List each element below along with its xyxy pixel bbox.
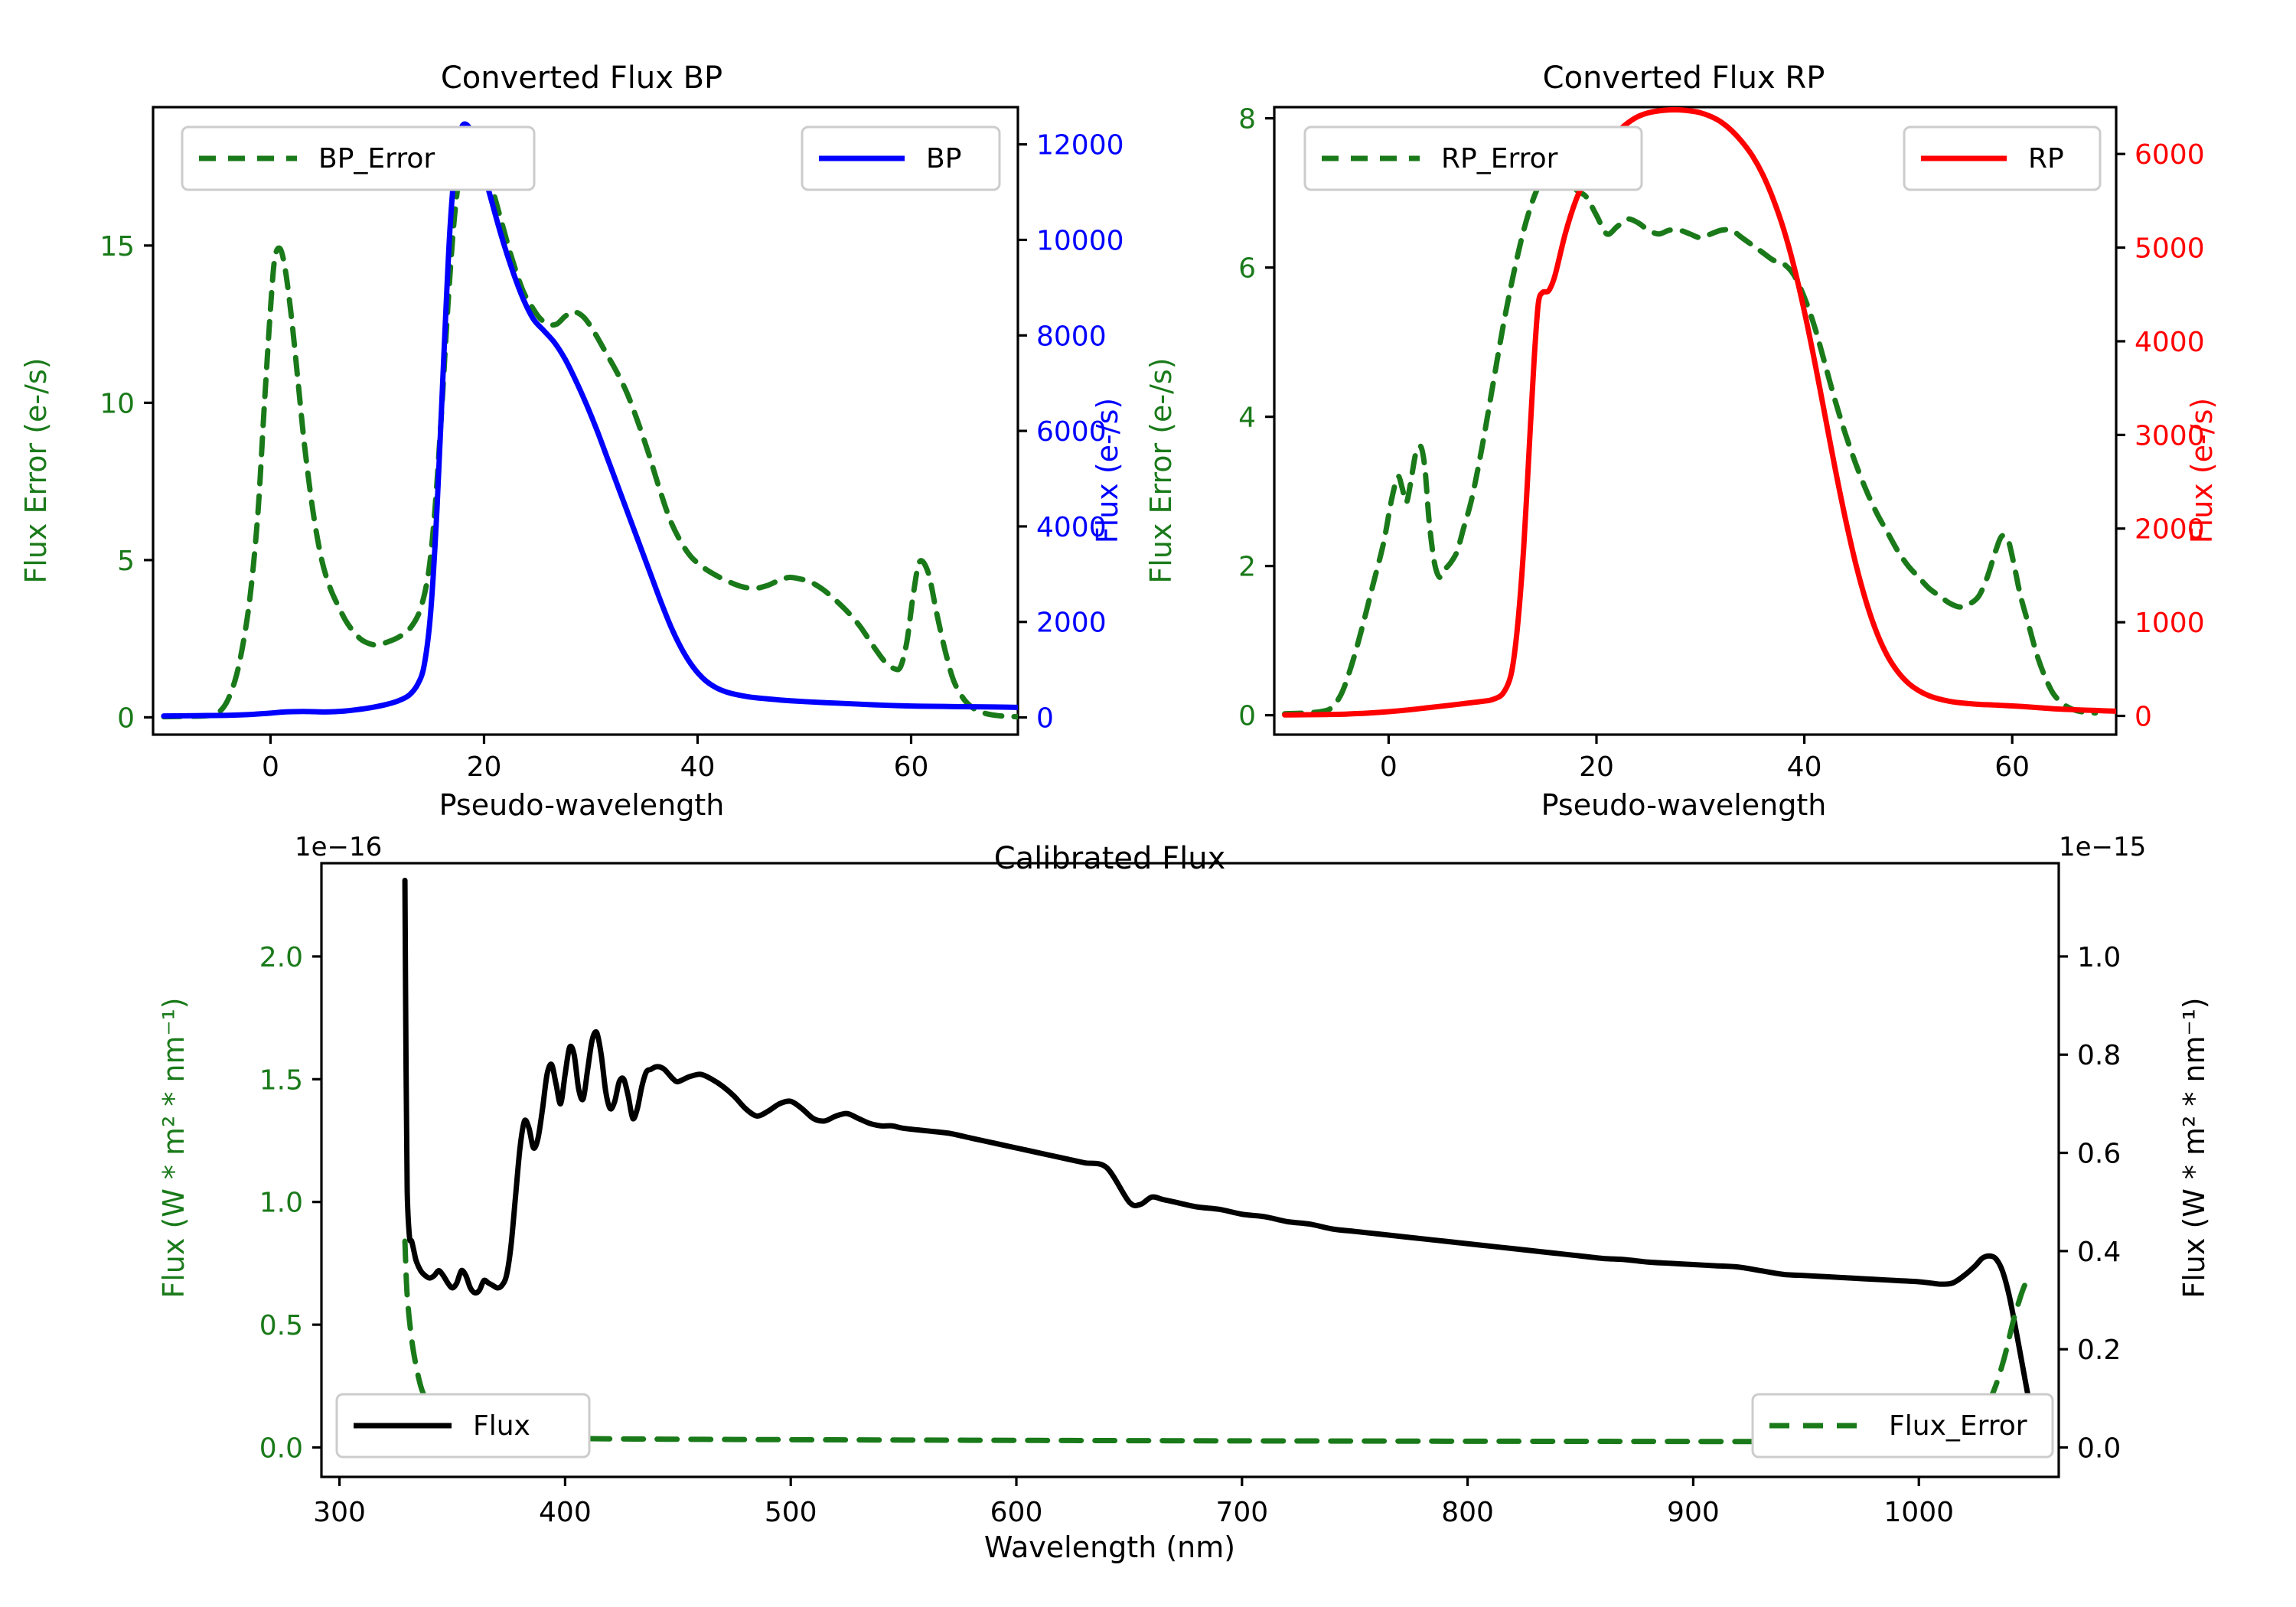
cal-ytick-right-label: 0.2: [2077, 1335, 2121, 1366]
bp-ytick-right-label: 2000: [1036, 608, 1107, 639]
cal-xtick-label: 700: [1215, 1497, 1268, 1528]
rp-xtick-label: 60: [1994, 751, 2030, 783]
cal-ytick-right-label: 0.8: [2077, 1040, 2121, 1071]
cal-ytick-right-label: 0.0: [2077, 1433, 2121, 1465]
rp-ytick-left-label: 6: [1238, 253, 1256, 285]
bp-yaxis-right-label: Flux (e-/s): [1091, 398, 1124, 543]
rp-series-rp-error: [1282, 152, 2099, 717]
rp-legend-rp[interactable]: RP: [1903, 125, 2102, 191]
rp-ytick-right-label: 5000: [2135, 233, 2205, 265]
bp-yaxis-left-label: Flux Error (e-/s): [19, 357, 53, 583]
bp-ytick-right-label: 0: [1036, 703, 1054, 735]
rp-ytick-right-label: 0: [2135, 702, 2152, 733]
cal-ytick-right-label: 0.4: [2077, 1237, 2121, 1268]
rp-yaxis-left-label: Flux Error (e-/s): [1144, 357, 1178, 583]
cal-xtick-label: 500: [765, 1497, 817, 1528]
cal-ytick-left-label: 1.5: [259, 1064, 303, 1096]
rp-xtick-label: 0: [1380, 751, 1397, 783]
cal-xaxis-label: Wavelength (nm): [984, 1530, 1235, 1564]
bp-ytick-right-label: 10000: [1036, 225, 1124, 256]
cal-legend-flux-error[interactable]: Flux_Error: [1751, 1393, 2054, 1459]
rp-curves: [1282, 107, 2116, 718]
cal-curves: [402, 877, 2033, 1445]
bp-axes: 0 20 40 60 0 5 10 15 0 2000 4000 6000 8000 10000 12000: [99, 106, 1124, 783]
rp-ytick-left-label: 0: [1238, 701, 1256, 732]
panel-calibrated-flux: Calibrated Flux 1e−16 1e−15 300 400 500 600…: [0, 826, 2296, 1607]
bp-title: Converted Flux BP: [441, 60, 722, 96]
rp-chart-svg: Converted Flux RP 0 20 40 60 0 2 4 6 8 0 1000 2000 3…: [1144, 60, 2219, 822]
cal-ytick-right-label: 0.6: [2077, 1139, 2121, 1170]
cal-xtick-label: 300: [313, 1497, 366, 1528]
rp-xtick-label: 20: [1579, 751, 1614, 783]
rp-legends: RP_Error RP: [1303, 125, 2102, 191]
cal-ytick-left-label: 2.0: [259, 942, 303, 973]
cal-yaxis-right-label: Flux (W * m² * nm⁻¹): [2177, 997, 2211, 1298]
cal-ytick-right-label: 1.0: [2077, 942, 2121, 973]
bp-xaxis-label: Pseudo-wavelength: [439, 788, 725, 822]
bp-xtick-label: 20: [467, 751, 502, 783]
rp-ytick-left-label: 8: [1238, 104, 1256, 135]
bp-ytick-left-label: 5: [117, 546, 135, 577]
rp-axes: 0 20 40 60 0 2 4 6 8 0 1000 2000 3000 4000 5000 6000: [1238, 104, 2205, 783]
cal-yaxis-left-label: Flux (W * m² * nm⁻¹): [157, 997, 191, 1298]
rp-yaxis-right-label: Flux (e-/s): [2185, 398, 2219, 543]
cal-ytick-left-label: 0.0: [259, 1433, 303, 1465]
panel-converted-flux-bp: Converted Flux BP 0 20 40 60 0 5 10 15 0 2000 4000…: [0, 46, 1148, 834]
rp-xaxis-label: Pseudo-wavelength: [1541, 788, 1827, 822]
rp-ytick-left-label: 2: [1238, 552, 1256, 583]
bp-ytick-right-label: 4000: [1036, 512, 1107, 543]
cal-legends: Flux Flux_Error: [335, 1393, 2054, 1459]
bp-ytick-left-label: 15: [99, 231, 135, 262]
rp-ytick-right-label: 1000: [2135, 608, 2205, 639]
rp-ytick-left-label: 4: [1238, 403, 1256, 434]
cal-legend-flux[interactable]: Flux: [335, 1393, 591, 1459]
bp-legend-bp[interactable]: BP: [801, 125, 1001, 191]
bp-xtick-label: 60: [894, 751, 929, 783]
cal-xtick-label: 1000: [1883, 1497, 1954, 1528]
rp-title: Converted Flux RP: [1543, 60, 1825, 96]
cal-axes: 300 400 500 600 700 800 900 1000 0.0 0.5 1.0 1.5 2.0…: [259, 862, 2121, 1528]
cal-legend-label: Flux: [473, 1410, 530, 1442]
bp-ytick-left-label: 10: [99, 388, 135, 419]
cal-chart-svg: Calibrated Flux 1e−16 1e−15 300 400 500 600…: [157, 832, 2211, 1564]
cal-series-flux: [402, 877, 2033, 1407]
rp-ytick-right-label: 4000: [2135, 327, 2205, 358]
bp-xtick-label: 0: [262, 751, 279, 783]
rp-series-rp: [1282, 107, 2116, 718]
cal-ytick-left-label: 1.0: [259, 1188, 303, 1219]
bp-curves: [161, 121, 1018, 720]
bp-series-bp: [161, 121, 1018, 719]
rp-ytick-right-label: 6000: [2135, 139, 2205, 171]
cal-xtick-label: 400: [539, 1497, 592, 1528]
cal-left-offset-text: 1e−16: [295, 832, 382, 862]
cal-legend-label: Flux_Error: [1889, 1410, 2027, 1442]
bp-ytick-right-label: 12000: [1036, 130, 1124, 161]
panel-converted-flux-rp: Converted Flux RP 0 20 40 60 0 2 4 6 8 0 1000 2000 3…: [1144, 46, 2296, 834]
rp-legend-label: RP: [2028, 143, 2064, 174]
cal-title: Calibrated Flux: [994, 841, 1226, 876]
bp-chart-svg: Converted Flux BP 0 20 40 60 0 5 10 15 0 2000 4000…: [19, 60, 1124, 822]
bp-legend-label: BP_Error: [318, 143, 435, 174]
rp-ytick-right-label: 3000: [2135, 420, 2205, 451]
cal-ytick-left-label: 0.5: [259, 1310, 303, 1341]
bp-legend-bp-error[interactable]: BP_Error: [181, 125, 536, 191]
cal-xtick-label: 600: [990, 1497, 1043, 1528]
cal-xtick-label: 800: [1441, 1497, 1494, 1528]
cal-xtick-label: 900: [1667, 1497, 1720, 1528]
bp-ytick-right-label: 8000: [1036, 321, 1107, 352]
bp-xtick-label: 40: [680, 751, 716, 783]
bp-ytick-left-label: 0: [117, 702, 135, 734]
bp-legend-label: BP: [926, 143, 961, 174]
rp-legend-rp-error[interactable]: RP_Error: [1303, 125, 1643, 191]
rp-ytick-right-label: 2000: [2135, 514, 2205, 546]
bp-legends: BP_Error BP: [181, 125, 1001, 191]
cal-right-offset-text: 1e−15: [2059, 832, 2146, 862]
bp-ytick-right-label: 6000: [1036, 416, 1107, 448]
rp-xtick-label: 40: [1787, 751, 1822, 783]
bp-series-bp-error: [161, 141, 1018, 720]
rp-legend-label: RP_Error: [1441, 143, 1558, 174]
